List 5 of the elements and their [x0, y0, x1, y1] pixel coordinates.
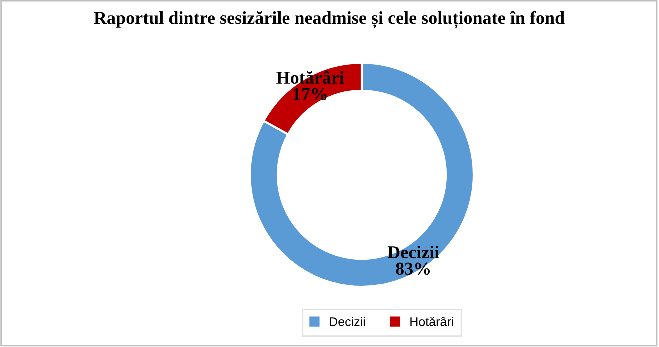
- legend-label: Decizii: [330, 317, 366, 326]
- donut-slice: [248, 62, 476, 288]
- legend-label: Hotărâri: [410, 317, 454, 326]
- chart-title: Raportul dintre sesizările neadmise și cele soluționate în fond: [94, 11, 565, 29]
- data-label: 17%: [294, 88, 327, 100]
